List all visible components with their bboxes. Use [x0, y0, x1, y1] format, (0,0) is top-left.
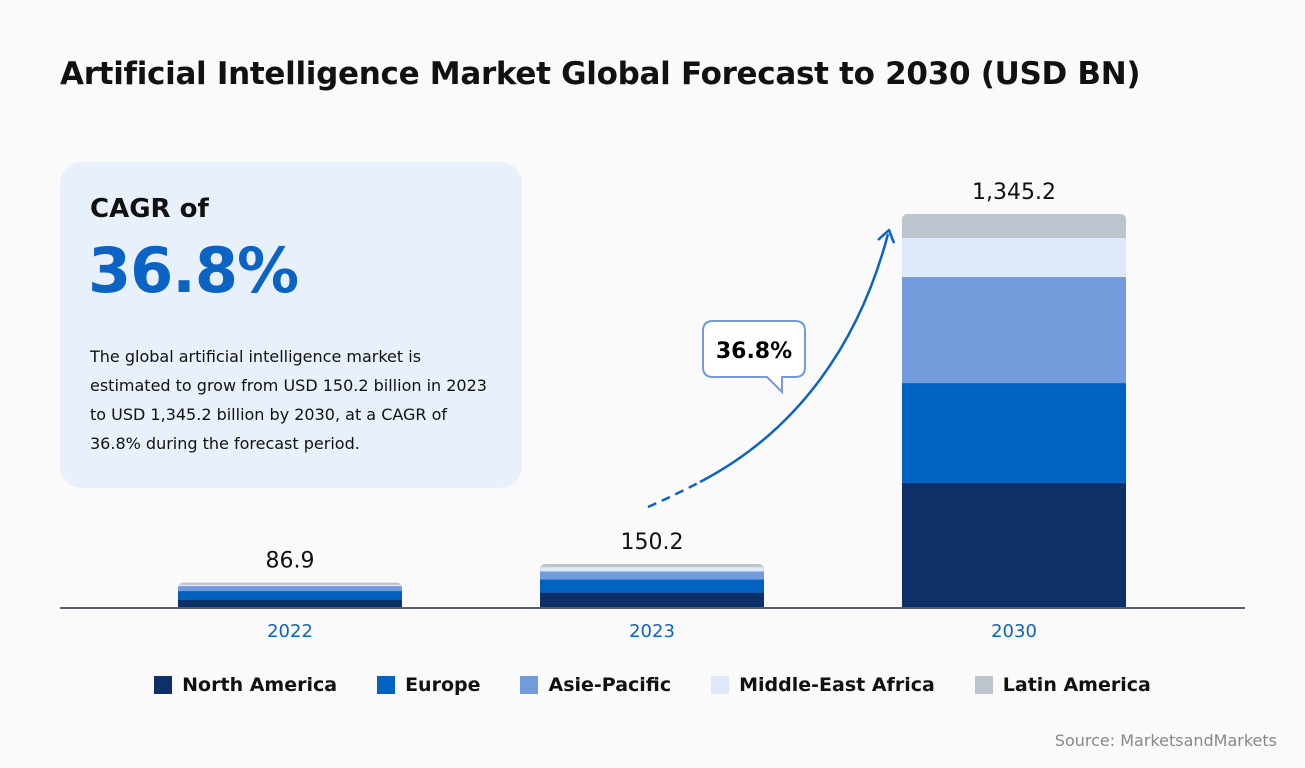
legend-swatch [974, 676, 993, 694]
legend-swatch [377, 676, 396, 694]
bar-segment-2030-asie-pacific [902, 277, 1126, 384]
legend-swatch [711, 676, 730, 694]
cagr-label: CAGR of [90, 194, 209, 224]
bar-total-label: 1,345.2 [972, 180, 1056, 205]
bar-segment-2030-north-america [902, 482, 1126, 608]
legend-label: Latin America [1002, 674, 1151, 696]
legend-item: Middle-East Africa [711, 674, 935, 696]
callout-bubble [702, 320, 806, 395]
arrow-head-icon [877, 228, 896, 244]
legend-label: Europe [405, 674, 481, 696]
cagr-description: The global artificial intelligence marke… [90, 347, 487, 453]
growth-arrow [699, 233, 890, 484]
chart-title: Artificial Intelligence Market Global Fo… [60, 56, 1141, 92]
legend-item: Latin America [974, 674, 1151, 696]
bar-segment-2030-middle-east-africa [902, 238, 1126, 278]
bar-segment-2022-asie-pacific [178, 586, 402, 592]
source-note: Source: MarketsandMarkets [1054, 731, 1277, 750]
bar-segment-2023-latin-america [540, 564, 764, 568]
legend-label: North America [182, 674, 338, 696]
bar-segment-2022-europe [178, 591, 402, 600]
bar-segment-2022-north-america [178, 599, 402, 608]
bar-segment-2023-north-america [540, 592, 764, 608]
legend-label: Asie-Pacific [548, 674, 672, 696]
bar-segment-2023-middle-east-africa [540, 567, 764, 572]
growth-arrow-dashed [647, 480, 701, 509]
bar-segment-2022-latin-america [178, 582, 402, 585]
bar-total-label: 150.2 [621, 530, 684, 555]
legend-item: Europe [377, 674, 480, 696]
bar-segment-2030-europe [902, 383, 1126, 483]
x-tick-label: 2023 [629, 621, 675, 642]
cagr-info-box: CAGR of 36.8% The global artificial inte… [60, 162, 522, 488]
legend-item: North America [154, 674, 337, 696]
legend-item: Asie-Pacific [520, 674, 671, 696]
x-tick-label: 2030 [991, 621, 1037, 642]
bar-total-label: 86.9 [266, 549, 315, 574]
x-tick-label: 2022 [267, 621, 313, 642]
cagr-value: 36.8% [88, 234, 299, 307]
bar-segment-2023-asie-pacific [540, 571, 764, 580]
legend-swatch [520, 676, 539, 694]
legend: North America Europe Asie-Pacific Middle-Ea… [0, 674, 1305, 696]
legend-swatch [154, 676, 173, 694]
callout-text: 36.8% [716, 339, 792, 364]
bar-segment-2023-europe [540, 579, 764, 593]
bar-segment-2030-latin-america [902, 214, 1126, 239]
legend-label: Middle-East Africa [739, 674, 935, 696]
bar-segment-2022-middle-east-africa [178, 584, 402, 587]
